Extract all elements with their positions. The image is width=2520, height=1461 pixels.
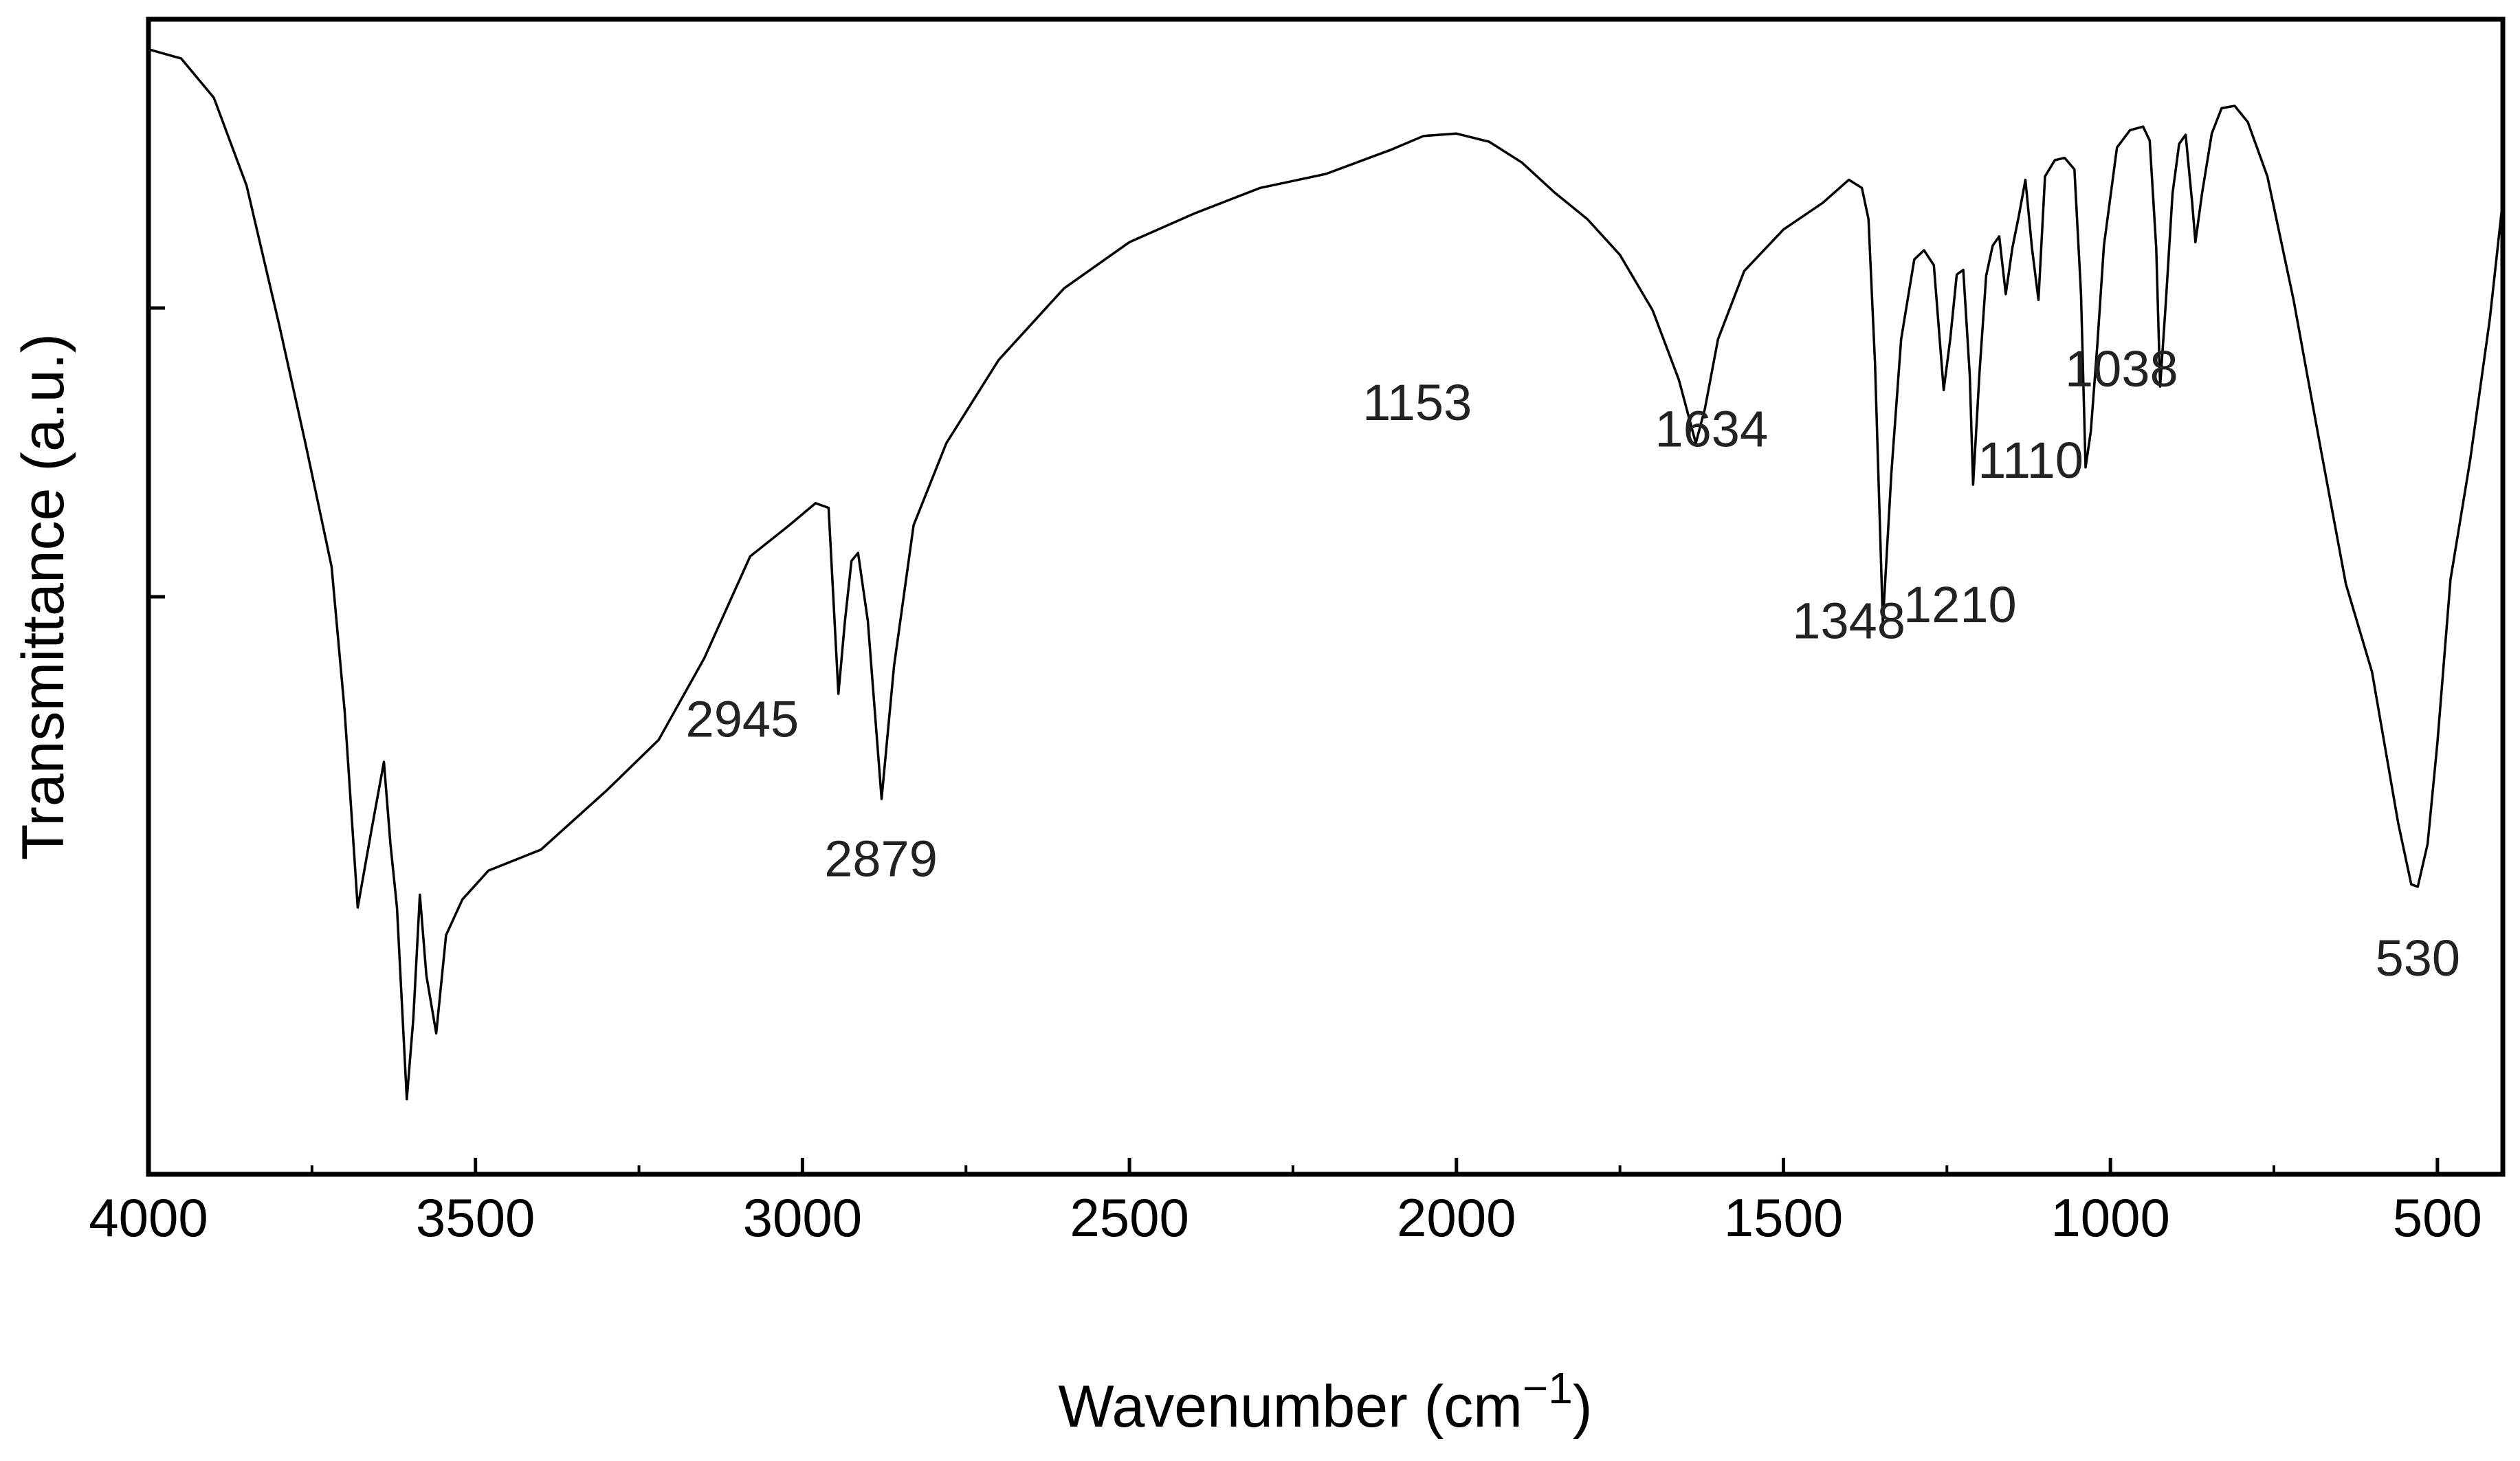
peak-label-530: 530 xyxy=(2376,930,2460,987)
x-tick-label-2500: 2500 xyxy=(1070,1187,1189,1248)
peak-label-2945: 2945 xyxy=(686,690,799,747)
x-tick-label-1000: 1000 xyxy=(2051,1187,2170,1248)
x-axis-title: Wavenumber (cm−1) xyxy=(1058,1363,1592,1440)
x-tick-label-500: 500 xyxy=(2393,1187,2482,1248)
peak-label-1634: 1634 xyxy=(1655,401,1769,458)
x-tick-label-3500: 3500 xyxy=(416,1187,535,1248)
spectrum-line xyxy=(148,48,2504,1101)
peak-annotations: 2945287911531634134812101110103892487953… xyxy=(686,340,2461,987)
x-tick-label-2000: 2000 xyxy=(1397,1187,1516,1248)
peak-label-1348: 1348 xyxy=(1792,592,1905,649)
x-axis-title-text: Wavenumber (cm xyxy=(1058,1374,1522,1440)
x-tick-labels: 4000 3500 3000 2500 2000 1500 1000 500 xyxy=(89,1187,2482,1248)
peak-label-1153: 1153 xyxy=(1362,374,1472,431)
peak-label-2879: 2879 xyxy=(824,831,938,888)
x-axis-title-superscript: −1 xyxy=(1523,1363,1573,1413)
peak-label-1210: 1210 xyxy=(1903,576,2017,633)
x-axis-title-close: ) xyxy=(1573,1374,1593,1440)
peak-label-1110: 1110 xyxy=(1978,432,2084,489)
y-axis-title: Transmittance (a.u.) xyxy=(10,333,76,860)
x-tick-label-4000: 4000 xyxy=(89,1187,208,1248)
x-tick-label-3000: 3000 xyxy=(743,1187,863,1248)
peak-label-1038: 1038 xyxy=(2065,340,2178,397)
plot-frame xyxy=(146,17,2506,1177)
x-tick-label-1500: 1500 xyxy=(1724,1187,1844,1248)
